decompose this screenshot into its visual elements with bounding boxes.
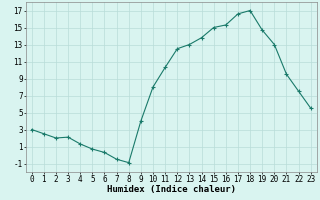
X-axis label: Humidex (Indice chaleur): Humidex (Indice chaleur) — [107, 185, 236, 194]
